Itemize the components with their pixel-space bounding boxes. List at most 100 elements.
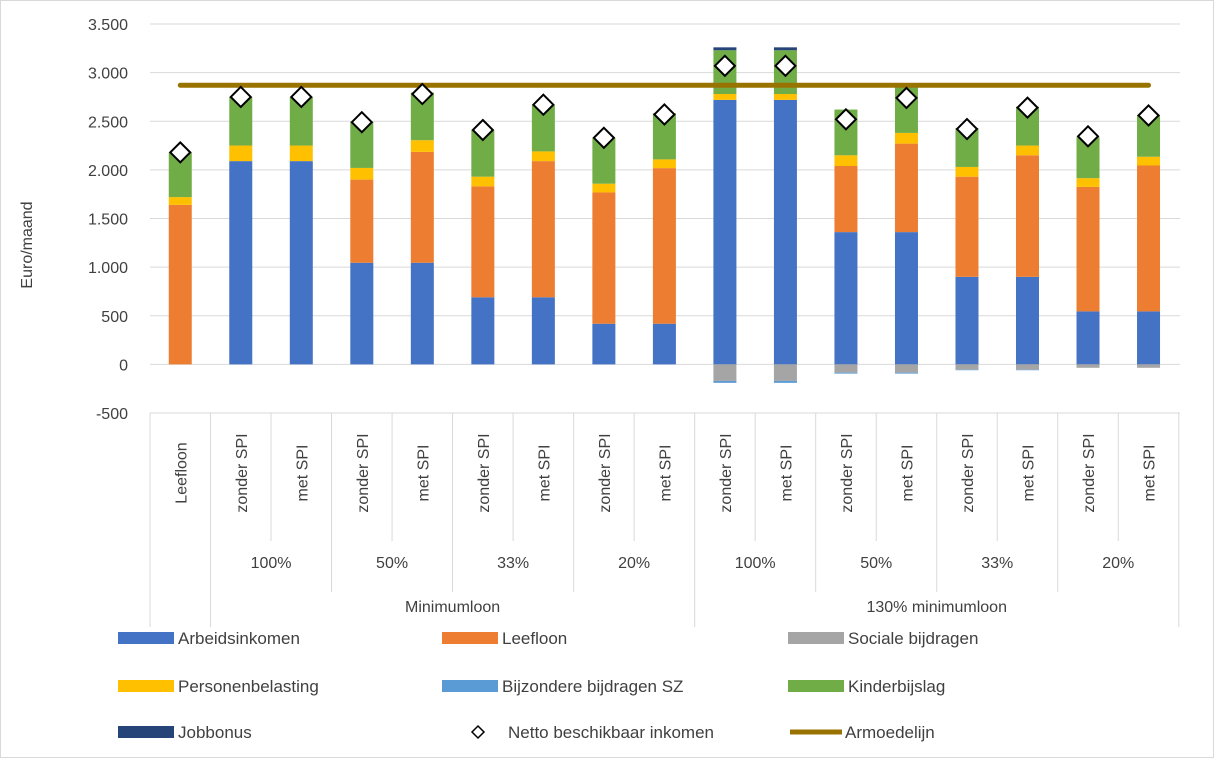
bar-segment-personenbelasting bbox=[713, 94, 737, 100]
x-group-label: 20% bbox=[1102, 555, 1134, 572]
legend-swatch bbox=[118, 726, 174, 738]
x-category-label: zonder SPI bbox=[960, 433, 977, 512]
x-group-label: 33% bbox=[981, 555, 1013, 572]
x-category-label: zonder SPI bbox=[476, 433, 493, 512]
netto-diamond-marker bbox=[774, 54, 797, 78]
bar-segment-leefloon bbox=[1076, 186, 1100, 312]
bar-segment-personenbelasting bbox=[652, 159, 676, 169]
bar-segment-personenbelasting bbox=[592, 183, 616, 193]
bar-segment-leefloon bbox=[168, 204, 192, 365]
bar-segment-arbeidsinkomen bbox=[652, 323, 676, 365]
x-category-label: met SPI bbox=[1020, 445, 1037, 502]
bar-segment-leefloon bbox=[350, 179, 374, 263]
netto-diamond-marker bbox=[410, 82, 434, 106]
bar-segment-bijzondere-bijdragen-sz bbox=[955, 369, 979, 371]
bar-segment-arbeidsinkomen bbox=[894, 232, 918, 365]
legend-swatch bbox=[788, 632, 844, 644]
bar-segment-personenbelasting bbox=[229, 145, 253, 162]
y-axis-tick-labels: -500 0 500 1.000 1.500 2.000 2.500 3.000 3.500 bbox=[88, 17, 128, 423]
legend-label: Bijzondere bijdragen SZ bbox=[502, 677, 683, 696]
legend-label: Sociale bijdragen bbox=[848, 629, 978, 648]
x-category-label: zonder SPI bbox=[839, 433, 856, 512]
bar-segment-bijzondere-bijdragen-sz bbox=[773, 380, 797, 383]
bar-segment-sociale-bijdragen bbox=[894, 364, 918, 373]
bar-segment-personenbelasting bbox=[1137, 156, 1161, 166]
bar-segment-leefloon bbox=[955, 176, 979, 277]
bar-segment-arbeidsinkomen bbox=[229, 161, 253, 365]
bar-segment-arbeidsinkomen bbox=[955, 276, 979, 365]
legend-diamond bbox=[470, 724, 486, 740]
legend-swatch bbox=[442, 632, 498, 644]
bar-segment-arbeidsinkomen bbox=[713, 99, 737, 365]
bar-segment-sociale-bijdragen bbox=[713, 364, 737, 381]
bar-segment-sociale-bijdragen bbox=[1076, 364, 1100, 368]
bar-segment-bijzondere-bijdragen-sz bbox=[1015, 369, 1039, 371]
bar-segment-personenbelasting bbox=[289, 145, 313, 162]
bar-segment-personenbelasting bbox=[894, 132, 918, 144]
legend-label: Jobbonus bbox=[178, 723, 252, 742]
y-tick-label: 2.500 bbox=[88, 114, 128, 131]
bar-segment-sociale-bijdragen bbox=[773, 364, 797, 381]
x-category-label: met SPI bbox=[294, 445, 311, 502]
x-category-label: met SPI bbox=[778, 445, 795, 502]
legend-swatch bbox=[118, 632, 174, 644]
y-tick-label: 1.000 bbox=[88, 260, 128, 277]
x-supergroup-label: 130% minimumloon bbox=[866, 599, 1007, 616]
y-tick-label: 0 bbox=[119, 357, 128, 374]
bar-segment-arbeidsinkomen bbox=[1076, 311, 1100, 365]
y-tick-label: 3.000 bbox=[88, 66, 128, 83]
bar-segment-arbeidsinkomen bbox=[834, 232, 858, 365]
bar-segment-kinderbijslag bbox=[1076, 137, 1100, 179]
x-category-label: met SPI bbox=[536, 445, 553, 502]
x-group-label: 20% bbox=[618, 555, 650, 572]
bar-segment-kinderbijslag bbox=[531, 104, 555, 152]
x-category-label: met SPI bbox=[415, 445, 432, 502]
x-category-label: zonder SPI bbox=[355, 433, 372, 512]
x-group-label: 100% bbox=[735, 555, 776, 572]
bar-segment-personenbelasting bbox=[471, 176, 495, 187]
bar-segment-leefloon bbox=[471, 186, 495, 298]
bar-segment-kinderbijslag bbox=[592, 137, 616, 184]
bar-segment-leefloon bbox=[1137, 165, 1161, 312]
netto-diamond-marker bbox=[531, 93, 555, 117]
legend: Arbeidsinkomen Leefloon Sociale bijdragen P… bbox=[118, 629, 978, 742]
bar-segment-leefloon bbox=[410, 151, 434, 263]
bar-segment-sociale-bijdragen bbox=[1137, 364, 1161, 368]
bar-segment-leefloon bbox=[834, 165, 858, 233]
legend-label: Kinderbijslag bbox=[848, 677, 945, 696]
bar-segment-personenbelasting bbox=[1076, 178, 1100, 187]
bar-segment-arbeidsinkomen bbox=[471, 297, 495, 365]
bar-segment-arbeidsinkomen bbox=[410, 262, 434, 365]
bar-segment-leefloon bbox=[592, 192, 616, 324]
netto-diamond-marker bbox=[713, 54, 737, 78]
bar-segment-arbeidsinkomen bbox=[1015, 276, 1039, 365]
netto-diamond-marker bbox=[1016, 96, 1039, 120]
x-category-label: met SPI bbox=[899, 445, 916, 502]
legend-label: Netto beschikbaar inkomen bbox=[508, 723, 714, 742]
netto-diamond-marker bbox=[955, 117, 979, 141]
bar-segment-arbeidsinkomen bbox=[1137, 311, 1161, 365]
x-category-label: met SPI bbox=[657, 445, 674, 502]
bar-segment-kinderbijslag bbox=[229, 96, 253, 146]
bar-segment-kinderbijslag bbox=[1137, 114, 1161, 157]
legend-label: Personenbelasting bbox=[178, 677, 319, 696]
legend-label: Leefloon bbox=[502, 629, 567, 648]
bar-segment-bijzondere-bijdragen-sz bbox=[894, 372, 918, 374]
legend-label: Arbeidsinkomen bbox=[178, 629, 300, 648]
bar-segment-kinderbijslag bbox=[1015, 106, 1039, 146]
netto-diamond-marker bbox=[350, 110, 374, 134]
x-group-label: 33% bbox=[497, 555, 529, 572]
bar-segment-personenbelasting bbox=[350, 167, 374, 180]
netto-markers bbox=[168, 54, 1160, 164]
bar-segment-leefloon bbox=[531, 161, 555, 298]
bar-segment-kinderbijslag bbox=[350, 121, 374, 168]
bar-segment-personenbelasting bbox=[168, 197, 192, 205]
bar-segment-personenbelasting bbox=[834, 155, 858, 166]
netto-diamond-marker bbox=[289, 85, 313, 109]
netto-diamond-marker bbox=[1137, 104, 1160, 127]
x-group-label: 50% bbox=[860, 555, 892, 572]
bar-segment-leefloon bbox=[894, 143, 918, 233]
bar-segment-kinderbijslag bbox=[471, 130, 495, 177]
y-tick-label: 2.000 bbox=[88, 163, 128, 180]
